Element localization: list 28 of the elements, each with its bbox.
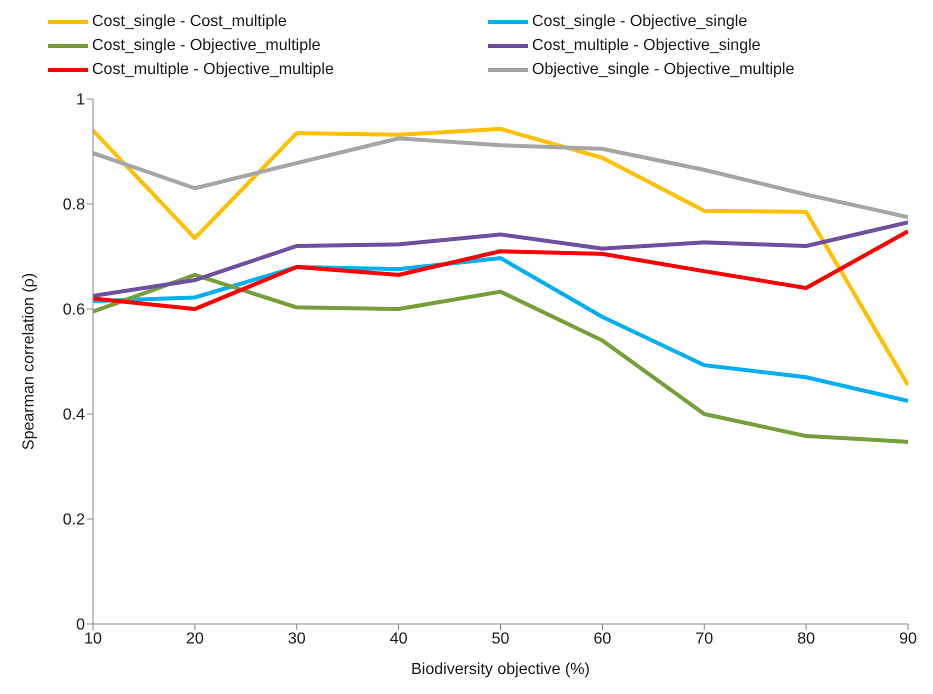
line-series bbox=[93, 136, 908, 220]
y-tick-label: 0 bbox=[76, 616, 86, 634]
x-tick-label: 10 bbox=[84, 630, 102, 648]
legend-label: Cost_multiple - Objective_single bbox=[532, 37, 761, 55]
y-tick-label: 0.2 bbox=[62, 512, 86, 529]
x-tick-label: 20 bbox=[186, 630, 204, 648]
x-tick-label: 30 bbox=[288, 630, 306, 648]
x-tick-label: 90 bbox=[899, 630, 917, 648]
x-tick-label: 50 bbox=[492, 630, 510, 648]
y-tick-label: 1 bbox=[76, 92, 86, 109]
x-tick-label: 60 bbox=[593, 630, 612, 648]
legend-label: Cost_single - Objective_multiple bbox=[92, 37, 321, 55]
y-axis-title: Spearman correlation (ρ) bbox=[20, 272, 38, 450]
x-tick-label: 80 bbox=[797, 630, 816, 648]
legend-label: Cost_single - Objective_single bbox=[532, 13, 748, 31]
x-tick-label: 70 bbox=[695, 630, 714, 648]
y-tick-label: 0.8 bbox=[62, 196, 86, 214]
line-series bbox=[93, 272, 908, 444]
line-series bbox=[93, 229, 908, 311]
y-tick-label: 0.6 bbox=[62, 302, 86, 319]
legend-label: Cost_multiple - Objective_multiple bbox=[92, 61, 334, 79]
x-axis-title: Biodiversity objective (%) bbox=[411, 661, 590, 678]
legend-label: Objective_single - Objective_multiple bbox=[532, 61, 794, 79]
line-series bbox=[93, 126, 908, 388]
legend-label: Cost_single - Cost_multiple bbox=[92, 13, 287, 31]
line-series bbox=[93, 220, 908, 298]
x-tick-label: 40 bbox=[390, 630, 408, 648]
y-tick-label: 0.4 bbox=[62, 406, 86, 424]
